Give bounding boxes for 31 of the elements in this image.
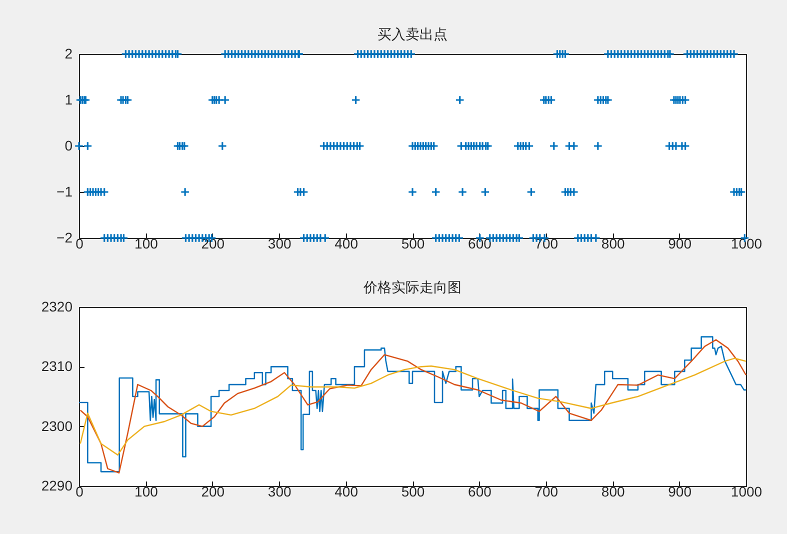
x-tick-label: 900 [668,484,692,500]
x-tick-label: 1000 [730,484,762,500]
y-tick-label: 2310 [41,358,73,374]
x-tick-label: 0 [76,236,84,252]
x-tick-label: 400 [334,236,358,252]
y-tick-label: −2 [56,230,73,246]
y-tick-label: 2 [64,46,73,62]
x-tick-label: 900 [668,236,692,252]
x-tick-label: 300 [268,484,292,500]
y-tick-label: 1 [64,92,73,108]
x-tick-label: 300 [268,236,292,252]
x-tick-label: 1000 [730,236,762,252]
x-tick-label: 700 [534,484,558,500]
y-tick-label: 2290 [41,478,73,494]
y-tick-label: 2320 [41,298,73,314]
x-tick-label: 0 [76,484,84,500]
y-tick-label: −1 [56,184,73,200]
x-tick-label: 600 [468,484,492,500]
x-tick-label: 500 [401,236,425,252]
x-tick-label: 800 [601,484,625,500]
x-tick-label: 600 [468,236,492,252]
x-tick-label: 500 [401,484,425,500]
x-tick-label: 100 [134,236,158,252]
x-tick-label: 100 [134,484,158,500]
chart-title: 买入卖出点 [378,26,448,42]
y-tick-label: 2300 [41,418,73,434]
y-tick-label: 0 [64,138,73,154]
x-tick-label: 200 [201,484,225,500]
x-tick-label: 800 [601,236,625,252]
x-tick-label: 400 [334,484,358,500]
chart-title: 价格实际走向图 [362,279,462,295]
